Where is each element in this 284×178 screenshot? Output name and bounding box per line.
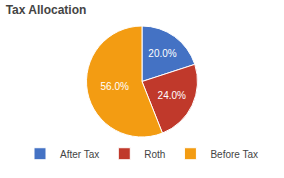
svg-text:56.0%: 56.0% xyxy=(101,81,129,92)
svg-text:Roth: Roth xyxy=(144,149,165,160)
svg-text:Tax Allocation: Tax Allocation xyxy=(6,3,87,17)
svg-text:After Tax: After Tax xyxy=(60,149,99,160)
svg-text:20.0%: 20.0% xyxy=(148,48,176,59)
svg-text:Before Tax: Before Tax xyxy=(210,149,258,160)
svg-text:24.0%: 24.0% xyxy=(158,90,186,101)
